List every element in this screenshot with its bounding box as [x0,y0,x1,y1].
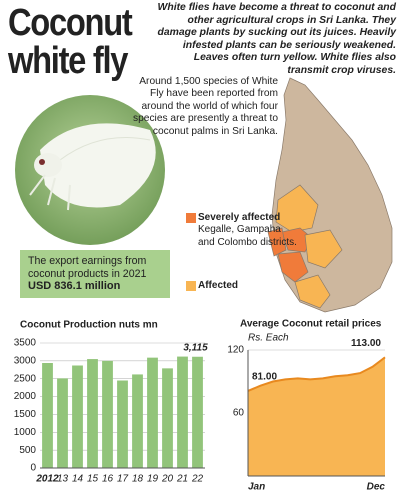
y-tick-label: 1500 [14,409,37,420]
value-label: 113.00 [351,338,381,349]
value-label: 81.00 [252,372,277,383]
bar [162,368,173,468]
species-note: Around 1,500 species of White Fly have b… [133,76,278,137]
title-line: white fly [8,40,128,82]
title-line: Coconut [8,2,133,44]
legend-label: Affected [198,280,239,291]
legend-text: Kegalle, Gampaha and Colombo districts. [198,224,297,248]
bar [147,357,158,468]
y-tick-label: 500 [19,445,36,456]
bar [57,378,68,468]
y-tick-label: 2500 [14,373,37,384]
x-tick-label: 20 [161,474,174,485]
y-tick-label: 60 [233,408,245,419]
map [267,77,393,313]
title: Coconut white fly [8,4,146,80]
y-tick-label: 3000 [14,355,37,366]
bar [42,363,53,468]
bar [72,365,83,468]
x-tick-label: Jan [248,482,265,493]
line [247,356,386,392]
bar [117,380,128,468]
y-tick-label: 1000 [14,427,37,438]
whitefly-photo [15,95,165,245]
x-tick-label: 22 [191,474,204,485]
x-tick-label: 16 [102,474,114,485]
y-tick-label: 0 [30,463,36,474]
y-tick-label: 3500 [14,338,37,349]
bar [177,356,188,468]
intro: White flies have become a threat to coco… [157,2,396,76]
export-text: The export earnings from coconut product… [28,255,147,280]
chart-subtitle: Rs. Each [248,333,289,344]
chart-title: Average Coconut retail prices [240,319,382,330]
x-tick-label: 14 [72,474,84,485]
legend-swatch [186,281,196,291]
x-tick-label: 13 [57,474,69,485]
x-tick-label: 2012 [35,474,59,485]
x-tick-label: 15 [87,474,99,485]
y-tick-label: 120 [227,345,244,356]
area [248,357,385,476]
bar [192,356,203,468]
bar [87,359,98,468]
y-tick-label: 2000 [14,391,37,402]
bar [132,374,143,468]
legend-label: Severely affected [198,212,281,223]
export-amount: USD 836.1 million [28,280,121,293]
x-tick-label: 17 [117,474,129,485]
value-label: 3,115 [183,342,208,353]
x-tick-label: 21 [176,474,188,485]
legend-swatch [186,213,196,223]
legend-severe: Severely affected Kegalle, Gampaha and C… [198,212,298,249]
x-tick-label: 18 [132,474,144,485]
x-tick-label: 19 [147,474,159,485]
x-tick-label: Dec [367,482,386,493]
chart-title: Coconut Production nuts mn [20,320,158,331]
bar [102,360,113,468]
export-box: The export earnings from coconut product… [20,250,170,298]
